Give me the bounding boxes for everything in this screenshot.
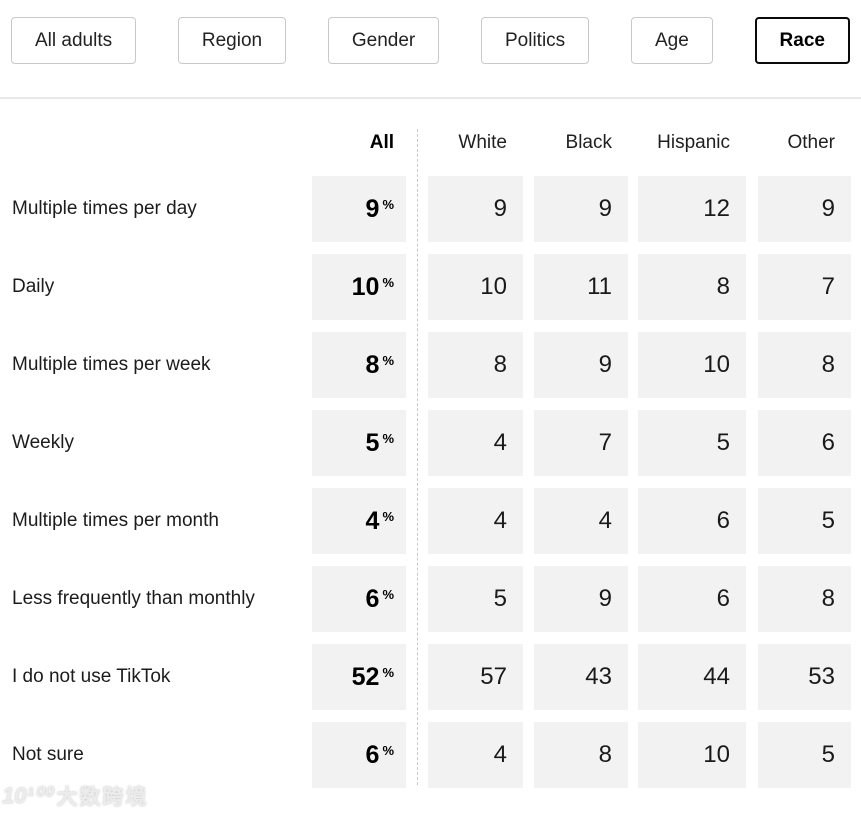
cell-white: 4	[428, 722, 523, 788]
table-row: Not sure 6% 4 8 10 5	[0, 722, 861, 788]
column-header-all: All	[369, 132, 394, 153]
cell-other: 7	[758, 254, 851, 320]
percent-symbol: %	[382, 274, 394, 290]
column-header-hispanic: Hispanic	[657, 132, 730, 153]
filter-button-row: All adults Region Gender Politics Age Ra…	[11, 17, 850, 64]
table-row: I do not use TikTok 52% 57 43 44 53	[0, 644, 861, 710]
table-row: Multiple times per day 9% 9 9 12 9	[0, 176, 861, 242]
cell-black: 9	[534, 566, 628, 632]
cell-white: 8	[428, 332, 523, 398]
filter-button-gender[interactable]: Gender	[327, 17, 440, 64]
cell-all: 9%	[312, 176, 406, 242]
table-header-row: All White Black Hispanic Other	[0, 129, 861, 157]
cell-all-value: 6	[365, 740, 380, 769]
cell-all-value: 6	[365, 584, 380, 613]
filter-button-region[interactable]: Region	[177, 17, 287, 64]
row-label: Multiple times per day	[12, 198, 197, 219]
table-row: Less frequently than monthly 6% 5 9 6 8	[0, 566, 861, 632]
cell-all: 10%	[312, 254, 406, 320]
horizontal-divider	[0, 97, 861, 99]
row-label: I do not use TikTok	[12, 666, 171, 687]
cell-all-value: 10	[351, 272, 380, 301]
percent-symbol: %	[382, 586, 394, 602]
cell-all: 52%	[312, 644, 406, 710]
cell-black: 43	[534, 644, 628, 710]
cell-black: 9	[534, 332, 628, 398]
cell-hispanic: 5	[638, 410, 746, 476]
cell-other: 5	[758, 488, 851, 554]
table-row: Multiple times per week 8% 8 9 10 8	[0, 332, 861, 398]
cell-black: 7	[534, 410, 628, 476]
row-label: Less frequently than monthly	[12, 588, 255, 609]
row-label: Weekly	[12, 432, 74, 453]
cell-all-value: 4	[365, 506, 380, 535]
cell-other: 6	[758, 410, 851, 476]
cell-white: 10	[428, 254, 523, 320]
cell-all: 8%	[312, 332, 406, 398]
row-label: Daily	[12, 276, 55, 297]
crosstab-table: All White Black Hispanic Other Multiple …	[0, 129, 861, 788]
cell-black: 9	[534, 176, 628, 242]
row-label: Multiple times per month	[12, 510, 219, 531]
cell-hispanic: 10	[638, 722, 746, 788]
filter-button-race[interactable]: Race	[754, 17, 850, 64]
cell-other: 8	[758, 332, 851, 398]
table-row: Multiple times per month 4% 4 4 6 5	[0, 488, 861, 554]
cell-white: 5	[428, 566, 523, 632]
cell-all: 4%	[312, 488, 406, 554]
cell-white: 4	[428, 488, 523, 554]
cell-all: 6%	[312, 566, 406, 632]
cell-all: 6%	[312, 722, 406, 788]
percent-symbol: %	[382, 430, 394, 446]
column-header-other: Other	[787, 132, 835, 153]
cell-all-value: 8	[365, 350, 380, 379]
table-row: Daily 10% 10 11 8 7	[0, 254, 861, 320]
percent-symbol: %	[382, 196, 394, 212]
percent-symbol: %	[382, 664, 394, 680]
cell-other: 53	[758, 644, 851, 710]
filter-button-all-adults[interactable]: All adults	[11, 17, 137, 64]
cell-white: 4	[428, 410, 523, 476]
cell-white: 57	[428, 644, 523, 710]
column-header-white: White	[458, 132, 507, 153]
all-column-dashed-separator	[417, 129, 418, 785]
cell-all-value: 9	[365, 194, 380, 223]
percent-symbol: %	[382, 352, 394, 368]
cell-hispanic: 44	[638, 644, 746, 710]
cell-hispanic: 6	[638, 566, 746, 632]
crosstab-widget: All adults Region Gender Politics Age Ra…	[0, 17, 861, 820]
cell-black: 8	[534, 722, 628, 788]
cell-all: 5%	[312, 410, 406, 476]
filter-button-age[interactable]: Age	[630, 17, 713, 64]
column-header-black: Black	[565, 132, 612, 153]
cell-black: 11	[534, 254, 628, 320]
cell-hispanic: 12	[638, 176, 746, 242]
cell-other: 5	[758, 722, 851, 788]
cell-other: 8	[758, 566, 851, 632]
row-label: Not sure	[12, 744, 84, 765]
cell-hispanic: 8	[638, 254, 746, 320]
percent-symbol: %	[382, 508, 394, 524]
filter-button-politics[interactable]: Politics	[481, 17, 590, 64]
cell-other: 9	[758, 176, 851, 242]
cell-hispanic: 6	[638, 488, 746, 554]
cell-black: 4	[534, 488, 628, 554]
percent-symbol: %	[382, 742, 394, 758]
row-label: Multiple times per week	[12, 354, 211, 375]
cell-all-value: 5	[365, 428, 380, 457]
cell-all-value: 52	[351, 662, 380, 691]
table-row: Weekly 5% 4 7 5 6	[0, 410, 861, 476]
cell-hispanic: 10	[638, 332, 746, 398]
cell-white: 9	[428, 176, 523, 242]
